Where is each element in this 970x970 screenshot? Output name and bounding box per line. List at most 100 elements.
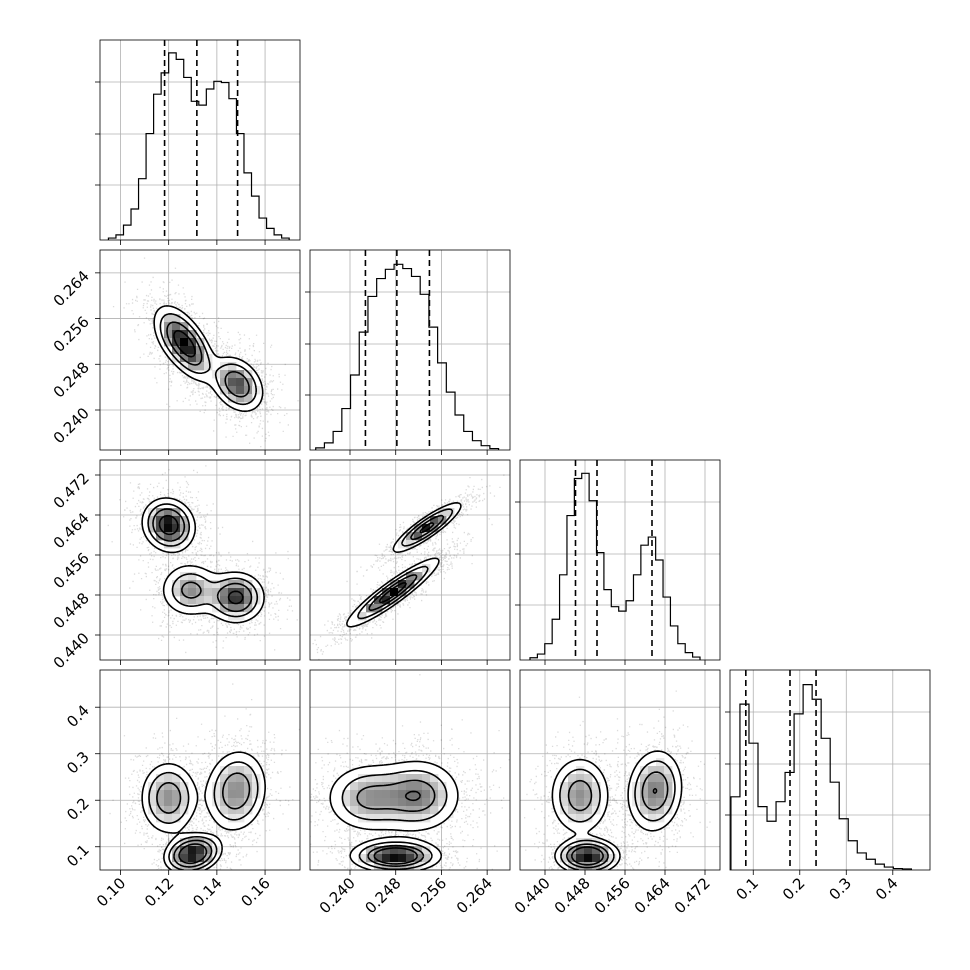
pair-4-2-frame — [309, 669, 511, 871]
pair-3-1-cell — [236, 596, 245, 605]
pair-3-1-cell — [204, 580, 213, 589]
pair-2-1-contour-2 — [159, 313, 257, 406]
pair-4-1-contour-0 — [178, 843, 208, 865]
pair-4-2-cell — [430, 798, 439, 807]
pair-3-2-cell — [414, 532, 423, 541]
pair-4-1-cell — [164, 814, 173, 823]
pair-2-1-cell — [188, 354, 197, 363]
pair-2-1-cell — [228, 386, 237, 395]
pair-3-1-contour-0 — [158, 514, 244, 605]
pair-3-2-cell — [422, 564, 431, 573]
pair-4-2-cell — [398, 798, 407, 807]
pair-3-1-cell — [164, 516, 173, 525]
hist-panel-4 — [725, 669, 931, 871]
pair-2-1-cell — [244, 370, 253, 379]
pair-4-2-cell — [414, 782, 423, 791]
pair-4-2-cell — [374, 854, 383, 863]
pair-4-2-cell — [398, 846, 407, 855]
pair-4-2-cell — [366, 790, 375, 799]
pair-4-3-cell — [568, 782, 577, 791]
pair-4-1-cell — [244, 806, 253, 815]
pair-2-1-scatter — [112, 257, 299, 448]
pair-3-2-cell — [398, 580, 407, 589]
pair-3-1-cell — [196, 596, 205, 605]
pair-3-1-cell — [164, 524, 173, 533]
pair-4-1-cell — [228, 782, 237, 791]
pair-4-2-cell — [390, 814, 399, 823]
pair-4-3-cell — [568, 806, 577, 815]
hist-3-frame — [519, 459, 721, 661]
pair-3-2-cell — [446, 508, 455, 517]
pair-4-2-cell — [414, 854, 423, 863]
pair-4-1-contour-3 — [141, 751, 266, 870]
pair-4-2-cell — [366, 774, 375, 783]
pair-3-2-cell — [406, 532, 415, 541]
pair-2-1-cell — [236, 394, 245, 403]
pair-4-3-contour-3 — [551, 750, 683, 870]
pair-4-2-cell — [382, 798, 391, 807]
pair-3-1-contour-3 — [141, 497, 265, 624]
pair-4-3-cell — [592, 782, 601, 791]
pair-4-2-cell — [406, 862, 415, 870]
pair-4-3-cell — [656, 782, 665, 791]
pair-4-2-cell — [422, 854, 431, 863]
pair-3-1-cell — [228, 596, 237, 605]
pair-4-1-cell — [252, 790, 261, 799]
pair-4-1-cell — [228, 806, 237, 815]
pair-4-1-cell — [204, 846, 213, 855]
pair-4-2-cell — [422, 782, 431, 791]
pair-4-2-cell — [422, 774, 431, 783]
pair-3-1-cell — [148, 516, 157, 525]
hist-4-frame — [729, 669, 931, 871]
pair-3-2-cell — [390, 596, 399, 605]
pair-2-1-cell — [188, 346, 197, 355]
pair-3-2-cell — [430, 516, 439, 525]
pair-3-1-cell — [244, 580, 253, 589]
ytick-label-row-4-2: 0.3 — [63, 748, 93, 778]
xtick-label-col-1-1: 0.12 — [141, 874, 177, 910]
pair-4-3-cell — [576, 846, 585, 855]
pair-4-3-cell — [576, 862, 585, 870]
pair-4-1-cell — [180, 846, 189, 855]
pair-3-1-cell — [148, 508, 157, 517]
pair-2-1-contour-3 — [153, 305, 264, 413]
pair-4-3-cell — [656, 774, 665, 783]
pair-4-2-cell — [398, 814, 407, 823]
pair-3-1-cell — [228, 604, 237, 613]
pair-3-2-contour-3 — [345, 502, 462, 628]
hist-3-bars — [529, 472, 701, 660]
pair-4-2-cell — [398, 782, 407, 791]
pair-3-1-cell — [172, 580, 181, 589]
pair-3-1-cell — [164, 532, 173, 541]
pair-4-1-cell — [220, 790, 229, 799]
pair-3-1-cell — [180, 572, 189, 581]
pair-3-1-cell — [188, 588, 197, 597]
pair-4-1-cell — [236, 766, 245, 775]
pair-4-1-cell — [244, 766, 253, 775]
pair-4-3-cell — [592, 854, 601, 863]
pair-4-1-cell — [180, 798, 189, 807]
pair-4-3-cell — [584, 806, 593, 815]
pair-4-2-contour-3 — [329, 760, 459, 870]
ytick-label-row-2-1: 0.248 — [50, 358, 93, 401]
pair-3-1-cell — [236, 604, 245, 613]
pair-4-2-cell — [358, 806, 367, 815]
pair-4-1-cell — [212, 790, 221, 799]
pair-4-1-cell — [220, 774, 229, 783]
pair-4-2-cell — [382, 782, 391, 791]
pair-4-2-contour-1 — [356, 779, 436, 867]
pair-4-3-cell — [592, 798, 601, 807]
pair-3-2-contour-2 — [357, 508, 454, 620]
pair-4-2-cell — [406, 774, 415, 783]
pair-4-2-cell — [382, 790, 391, 799]
pair-4-2-cell — [374, 798, 383, 807]
pair-3-2-cell — [390, 588, 399, 597]
pair-4-1-cell — [172, 774, 181, 783]
pair-4-1-frame — [99, 669, 301, 871]
pair-3-2-scatter — [310, 474, 505, 660]
pair-4-2-cell — [414, 814, 423, 823]
xtick-label-col-4-3: 0.4 — [872, 874, 902, 904]
pair-4-3-cell — [576, 838, 585, 847]
pair-3-1-cell — [172, 532, 181, 541]
pair-3-1-frame — [99, 459, 301, 661]
